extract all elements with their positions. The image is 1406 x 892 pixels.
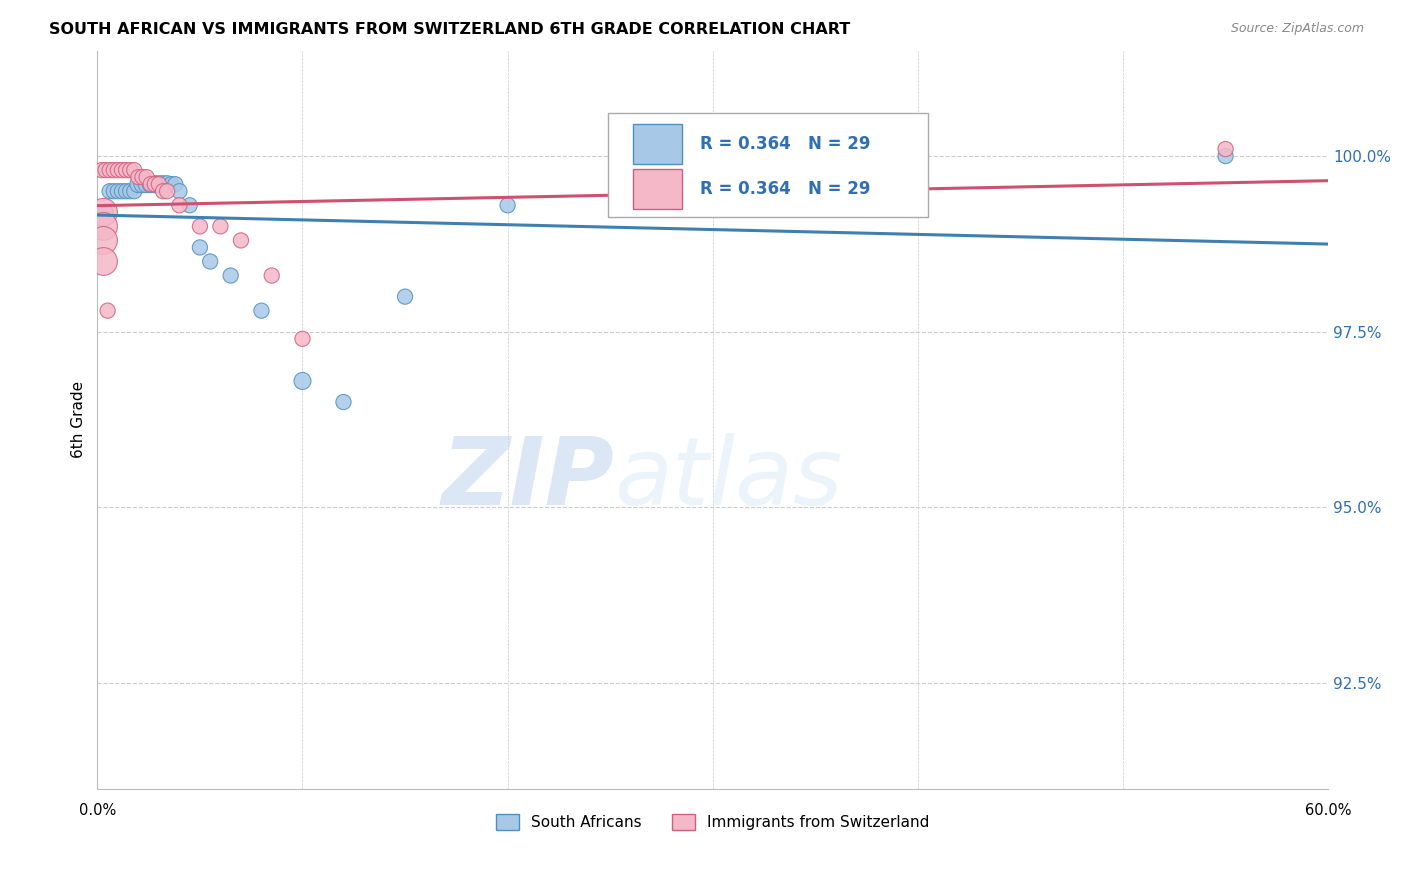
Legend: South Africans, Immigrants from Switzerland: South Africans, Immigrants from Switzerl… <box>489 808 936 836</box>
Point <box>111 163 134 178</box>
Point <box>98 184 121 198</box>
Point <box>160 177 183 191</box>
Point <box>139 177 162 191</box>
Point <box>120 163 142 178</box>
Point <box>152 184 174 198</box>
Point <box>107 184 129 198</box>
Text: ZIP: ZIP <box>441 433 614 524</box>
Point <box>291 332 314 346</box>
Point <box>103 163 125 178</box>
Point <box>115 184 138 198</box>
Point <box>1215 149 1237 163</box>
Point <box>260 268 283 283</box>
Point <box>135 170 157 185</box>
Point <box>127 170 149 185</box>
Point <box>90 163 112 178</box>
Point <box>169 184 191 198</box>
Point <box>209 219 232 234</box>
Point <box>93 254 115 268</box>
Point <box>98 163 121 178</box>
Point <box>394 290 416 304</box>
Point <box>131 170 153 185</box>
Point <box>229 234 252 248</box>
Point <box>179 198 201 212</box>
Point <box>94 163 117 178</box>
Point <box>152 177 174 191</box>
Point <box>139 177 162 191</box>
Point <box>156 177 179 191</box>
Point <box>124 184 146 198</box>
Point <box>198 254 221 268</box>
Text: Source: ZipAtlas.com: Source: ZipAtlas.com <box>1230 22 1364 36</box>
Point <box>332 395 354 409</box>
Point <box>93 205 115 219</box>
FancyBboxPatch shape <box>609 113 928 217</box>
Y-axis label: 6th Grade: 6th Grade <box>72 381 86 458</box>
Point <box>107 163 129 178</box>
Point <box>93 219 115 234</box>
Text: 0.0%: 0.0% <box>79 803 115 818</box>
Text: atlas: atlas <box>614 434 842 524</box>
Point <box>94 205 117 219</box>
Point <box>97 303 120 318</box>
Point <box>111 184 134 198</box>
Point <box>188 219 211 234</box>
Point <box>131 177 153 191</box>
Point <box>250 303 273 318</box>
Text: R = 0.364   N = 29: R = 0.364 N = 29 <box>700 135 870 153</box>
Point <box>148 177 170 191</box>
FancyBboxPatch shape <box>633 124 682 164</box>
Text: R = 0.364   N = 29: R = 0.364 N = 29 <box>700 180 870 198</box>
Text: 60.0%: 60.0% <box>1305 803 1351 818</box>
Point <box>120 184 142 198</box>
Point <box>103 184 125 198</box>
Point <box>219 268 242 283</box>
Point <box>496 198 519 212</box>
Point <box>1215 142 1237 156</box>
Point <box>148 177 170 191</box>
Point <box>143 177 166 191</box>
Point <box>115 163 138 178</box>
Point <box>93 234 115 248</box>
Point <box>156 184 179 198</box>
Text: SOUTH AFRICAN VS IMMIGRANTS FROM SWITZERLAND 6TH GRADE CORRELATION CHART: SOUTH AFRICAN VS IMMIGRANTS FROM SWITZER… <box>49 22 851 37</box>
Point <box>188 240 211 254</box>
Point <box>135 177 157 191</box>
Point <box>165 177 187 191</box>
Point <box>291 374 314 388</box>
FancyBboxPatch shape <box>633 169 682 210</box>
Point <box>143 177 166 191</box>
Point <box>127 177 149 191</box>
Point <box>169 198 191 212</box>
Point <box>124 163 146 178</box>
